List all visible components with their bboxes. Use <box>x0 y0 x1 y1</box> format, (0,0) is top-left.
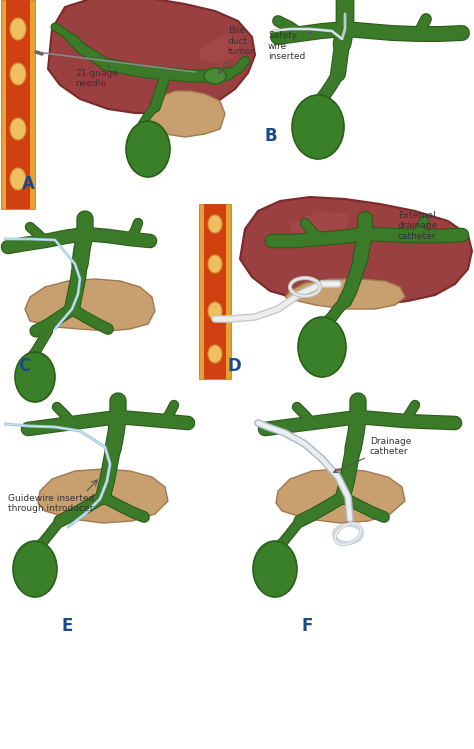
Ellipse shape <box>208 345 222 363</box>
Text: B: B <box>265 127 278 145</box>
Ellipse shape <box>292 95 344 159</box>
Text: Bile
duct
tumor: Bile duct tumor <box>219 26 255 73</box>
Polygon shape <box>240 197 472 305</box>
Polygon shape <box>199 204 231 379</box>
Text: A: A <box>22 175 35 193</box>
Ellipse shape <box>298 317 346 377</box>
Polygon shape <box>38 469 168 523</box>
Text: Safety
wire
inserted: Safety wire inserted <box>268 31 311 61</box>
Text: Guidewire inserted
through introducer: Guidewire inserted through introducer <box>8 494 94 513</box>
Polygon shape <box>200 34 240 64</box>
Ellipse shape <box>10 168 26 190</box>
Text: External
drainage
catheter: External drainage catheter <box>398 211 438 240</box>
Polygon shape <box>25 279 155 331</box>
Ellipse shape <box>208 215 222 233</box>
Text: D: D <box>228 357 242 375</box>
Polygon shape <box>6 0 30 209</box>
Text: 21-guage
needle: 21-guage needle <box>75 65 118 88</box>
Text: Drainage
catheter: Drainage catheter <box>334 437 411 473</box>
Text: C: C <box>18 357 30 375</box>
Polygon shape <box>268 541 282 592</box>
Ellipse shape <box>10 118 26 140</box>
Ellipse shape <box>204 68 226 84</box>
Ellipse shape <box>13 541 57 597</box>
Ellipse shape <box>10 18 26 40</box>
Ellipse shape <box>15 352 55 402</box>
Polygon shape <box>310 95 326 153</box>
Ellipse shape <box>10 63 26 85</box>
Polygon shape <box>290 211 350 237</box>
Polygon shape <box>315 317 329 371</box>
Ellipse shape <box>208 302 222 320</box>
Polygon shape <box>276 469 405 523</box>
Ellipse shape <box>253 541 297 597</box>
Ellipse shape <box>208 255 222 273</box>
Polygon shape <box>285 279 405 309</box>
Polygon shape <box>148 91 225 137</box>
Polygon shape <box>141 121 155 172</box>
Polygon shape <box>0 0 36 209</box>
Text: F: F <box>302 617 313 635</box>
Polygon shape <box>204 204 226 379</box>
Polygon shape <box>29 352 41 397</box>
Polygon shape <box>48 0 255 113</box>
Ellipse shape <box>126 121 170 177</box>
Polygon shape <box>28 541 42 592</box>
Text: E: E <box>62 617 73 635</box>
